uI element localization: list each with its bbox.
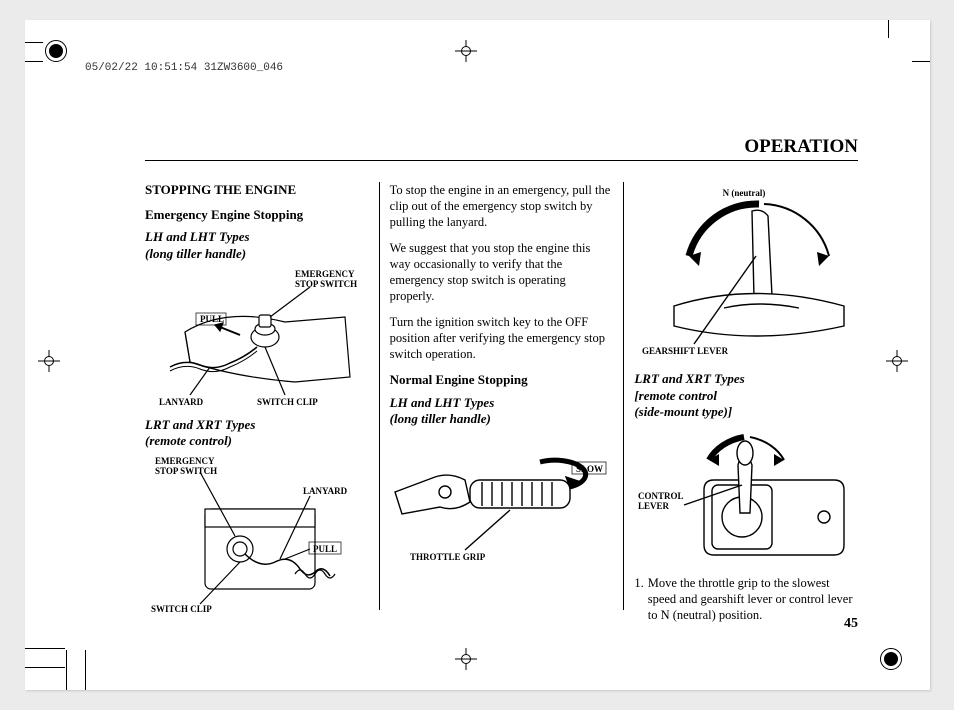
- step-1-text: Move the throttle grip to the slowest sp…: [648, 575, 858, 623]
- step-1-number: 1.: [634, 575, 643, 623]
- crop-mark-icon: [25, 667, 65, 668]
- heading-normal-stop: Normal Engine Stopping: [390, 372, 614, 389]
- crop-mark-icon: [912, 61, 930, 62]
- crop-mark-icon: [25, 42, 43, 43]
- crop-mark-icon: [45, 40, 67, 62]
- figure-remote-emergency: EMERGENCY STOP SWITCH LANYARD PULL SWITC…: [145, 454, 369, 614]
- svg-text:PULL: PULL: [200, 314, 224, 324]
- svg-text:SWITCH CLIP: SWITCH CLIP: [151, 604, 212, 614]
- svg-text:EMERGENCY: EMERGENCY: [295, 269, 355, 279]
- page-number: 45: [844, 616, 858, 632]
- para-emergency-2: We suggest that you stop the engine this…: [390, 240, 614, 304]
- svg-text:N (neutral): N (neutral): [723, 188, 766, 198]
- crop-mark-icon: [25, 61, 43, 62]
- crop-mark-icon: [38, 350, 60, 372]
- figure-control-lever: CONTROL LEVER: [634, 425, 858, 565]
- heading-lrt-xrt-2: LRT and XRT Types [remote control (side-…: [634, 371, 858, 421]
- heading-lrt-xrt: LRT and XRT Types (remote control): [145, 417, 369, 450]
- figure-throttle-grip: SLOW THROTTLE GRIP: [390, 432, 614, 562]
- svg-text:LANYARD: LANYARD: [159, 397, 204, 407]
- column-3: N (neutral) GEARSHIFT LEVER LRT and XRT …: [623, 182, 858, 610]
- para-emergency-1: To stop the engine in an emergency, pull…: [390, 182, 614, 230]
- content-columns: STOPPING THE ENGINE Emergency Engine Sto…: [145, 182, 858, 610]
- figure-gearshift-lever: N (neutral) GEARSHIFT LEVER: [634, 186, 858, 361]
- heading-stopping: STOPPING THE ENGINE: [145, 182, 369, 199]
- svg-text:LANYARD: LANYARD: [303, 486, 348, 496]
- section-title: OPERATION: [744, 136, 858, 158]
- step-1: 1. Move the throttle grip to the slowest…: [634, 575, 858, 623]
- column-1: STOPPING THE ENGINE Emergency Engine Sto…: [145, 182, 379, 610]
- svg-text:THROTTLE GRIP: THROTTLE GRIP: [410, 552, 486, 562]
- crop-mark-icon: [888, 20, 889, 38]
- column-2: To stop the engine in an emergency, pull…: [379, 182, 624, 610]
- timestamp: 05/02/22 10:51:54 31ZW3600_046: [85, 62, 283, 74]
- heading-lh-lht-2: LH and LHT Types (long tiller handle): [390, 395, 614, 428]
- figure-tiller-emergency: PULL EMERGENCY STOP SWITCH LANYARD SWITC…: [145, 267, 369, 407]
- svg-text:CONTROL: CONTROL: [638, 491, 684, 501]
- heading-emergency: Emergency Engine Stopping: [145, 207, 369, 224]
- heading-lh-lht: LH and LHT Types (long tiller handle): [145, 229, 369, 262]
- svg-text:SWITCH CLIP: SWITCH CLIP: [257, 397, 318, 407]
- para-emergency-3: Turn the ignition switch key to the OFF …: [390, 314, 614, 362]
- svg-text:SLOW: SLOW: [576, 464, 603, 474]
- crop-mark-icon: [85, 650, 86, 690]
- crop-mark-icon: [25, 648, 65, 649]
- crop-mark-icon: [66, 650, 67, 690]
- svg-text:STOP SWITCH: STOP SWITCH: [295, 279, 357, 289]
- step-list: 1. Move the throttle grip to the slowest…: [634, 575, 858, 623]
- svg-text:EMERGENCY: EMERGENCY: [155, 456, 215, 466]
- crop-mark-icon: [880, 648, 902, 670]
- crop-mark-icon: [886, 350, 908, 372]
- manual-page: 05/02/22 10:51:54 31ZW3600_046 OPERATION…: [25, 20, 930, 690]
- svg-text:LEVER: LEVER: [638, 501, 670, 511]
- svg-text:PULL: PULL: [313, 544, 337, 554]
- svg-text:GEARSHIFT LEVER: GEARSHIFT LEVER: [642, 346, 729, 356]
- header-rule: [145, 160, 858, 161]
- crop-mark-icon: [455, 40, 477, 62]
- svg-text:STOP SWITCH: STOP SWITCH: [155, 466, 217, 476]
- crop-mark-icon: [455, 648, 477, 670]
